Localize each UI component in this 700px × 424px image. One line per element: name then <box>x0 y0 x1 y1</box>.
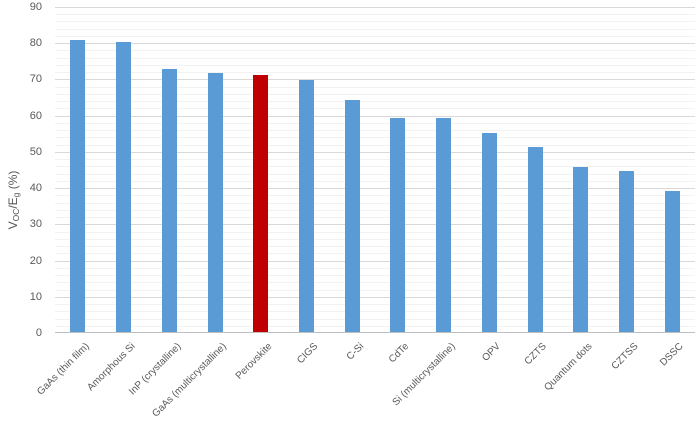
minor-gridline <box>55 28 695 30</box>
major-gridline <box>55 260 695 262</box>
x-category-label-text: DSSC <box>658 341 686 369</box>
bar-opv <box>481 132 497 332</box>
minor-gridline <box>55 14 695 16</box>
bar-dssc <box>664 190 680 332</box>
bar-cztss <box>618 170 634 332</box>
y-tick-label: 30 <box>29 218 42 231</box>
minor-gridline <box>55 86 695 88</box>
y-tick-label: 80 <box>29 37 42 50</box>
minor-gridline <box>55 72 695 74</box>
major-gridline <box>55 115 695 117</box>
minor-gridline <box>55 108 695 110</box>
minor-gridline <box>55 267 695 269</box>
minor-gridline <box>55 35 695 37</box>
y-axis-title-part: /E <box>6 197 20 209</box>
minor-gridline <box>55 282 695 284</box>
y-tick-label: 70 <box>29 73 42 86</box>
minor-gridline <box>55 122 695 124</box>
minor-gridline <box>55 304 695 306</box>
minor-gridline <box>55 318 695 320</box>
bar-cdte <box>390 118 406 332</box>
y-tick-label: 40 <box>29 182 42 195</box>
minor-gridline <box>55 209 695 211</box>
minor-gridline <box>55 130 695 132</box>
major-gridline <box>55 43 695 45</box>
minor-gridline <box>55 202 695 204</box>
x-category-label-text: CZTSS <box>609 341 641 372</box>
minor-gridline <box>55 231 695 233</box>
major-gridline <box>55 296 695 298</box>
major-gridline <box>55 79 695 81</box>
bar-si-multicrystalline <box>436 118 452 332</box>
minor-gridline <box>55 195 695 197</box>
y-tick-label: 90 <box>29 1 42 13</box>
y-tick-label: 20 <box>29 254 42 267</box>
y-tick-label: 10 <box>29 290 42 303</box>
bar-quantum-dots <box>573 167 589 332</box>
x-category-label-text: CdTe <box>387 341 412 366</box>
y-tick-label: 60 <box>29 109 42 122</box>
major-gridline <box>55 224 695 226</box>
x-category-label-text: Perovskite <box>233 341 275 382</box>
minor-gridline <box>55 50 695 52</box>
minor-gridline <box>55 93 695 95</box>
bar-perovskite <box>253 74 269 332</box>
minor-gridline <box>55 137 695 139</box>
x-category-label-text: Quantum dots <box>542 341 595 394</box>
bar-inp-crystalline <box>161 69 177 332</box>
minor-gridline <box>55 325 695 327</box>
minor-gridline <box>55 166 695 168</box>
minor-gridline <box>55 238 695 240</box>
major-gridline <box>55 188 695 190</box>
y-tick-label: 50 <box>29 145 42 158</box>
minor-gridline <box>55 246 695 248</box>
bar-c-si <box>344 100 360 332</box>
x-category-label-text: GaAs (thin film) <box>35 341 92 398</box>
minor-gridline <box>55 311 695 313</box>
minor-gridline <box>55 64 695 66</box>
minor-gridline <box>55 275 695 277</box>
bar-cigs <box>298 80 314 332</box>
minor-gridline <box>55 289 695 291</box>
bar-gaas-thin-film <box>70 40 86 332</box>
minor-gridline <box>55 253 695 255</box>
major-gridline <box>55 7 695 8</box>
minor-gridline <box>55 180 695 182</box>
plot-area <box>55 7 695 333</box>
bar-czts <box>527 147 543 332</box>
y-tick-label: 0 <box>35 327 42 339</box>
major-gridline <box>55 151 695 153</box>
bar-amorphous-si <box>116 42 132 332</box>
x-category-label-text: OPV <box>480 341 504 364</box>
x-category-label-text: CIGS <box>295 341 321 367</box>
x-category-label-text: C-Si <box>344 341 366 363</box>
minor-gridline <box>55 144 695 146</box>
minor-gridline <box>55 217 695 219</box>
minor-gridline <box>55 21 695 23</box>
minor-gridline <box>55 101 695 103</box>
x-category-label-text: CZTS <box>522 341 549 368</box>
minor-gridline <box>55 57 695 59</box>
bar-gaas-multicrystalline <box>207 73 223 332</box>
minor-gridline <box>55 159 695 161</box>
minor-gridline <box>55 173 695 175</box>
